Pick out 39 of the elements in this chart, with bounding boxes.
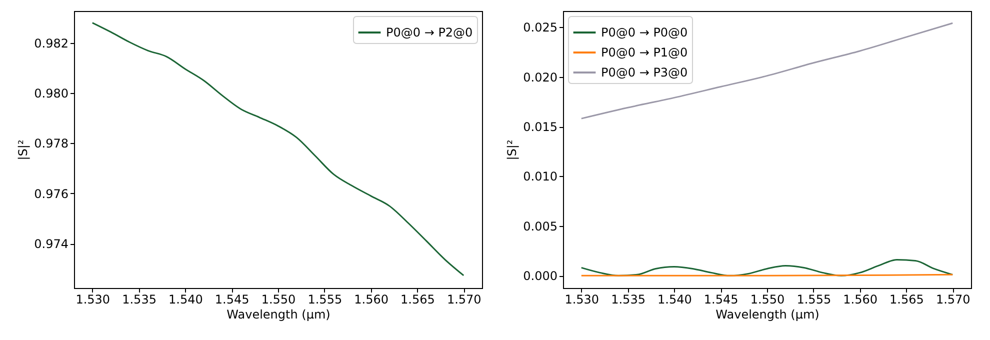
y-axis-title: |S|² bbox=[505, 140, 520, 160]
legend-label: P0@0 → P2@0 bbox=[386, 26, 473, 40]
y-tick-label: 0.015 bbox=[523, 120, 558, 134]
x-tick-label: 1.555 bbox=[796, 292, 832, 306]
x-tick-label: 1.535 bbox=[611, 292, 646, 306]
x-tick-label: 1.560 bbox=[843, 292, 878, 306]
x-tick-label: 1.565 bbox=[890, 292, 924, 306]
legend-label: P0@0 → P1@0 bbox=[601, 46, 688, 60]
y-tick-label: 0.980 bbox=[34, 86, 68, 101]
x-tick-label: 1.565 bbox=[400, 292, 435, 306]
x-tick-label: 1.550 bbox=[750, 292, 785, 306]
x-tick-label: 1.570 bbox=[936, 292, 970, 306]
x-tick-label: 1.540 bbox=[168, 292, 203, 306]
y-tick-label: 0.025 bbox=[523, 20, 558, 35]
x-axis-title: Wavelength (µm) bbox=[716, 308, 820, 322]
x-tick-label: 1.545 bbox=[214, 292, 250, 306]
x-tick-label: 1.560 bbox=[354, 292, 388, 306]
x-axis-title: Wavelength (µm) bbox=[226, 308, 330, 322]
x-tick-label: 1.540 bbox=[658, 292, 692, 306]
x-tick-label: 1.570 bbox=[446, 292, 482, 306]
x-tick-label: 1.530 bbox=[76, 292, 110, 306]
x-tick-label: 1.550 bbox=[261, 292, 296, 306]
line-series bbox=[580, 259, 954, 276]
line-series bbox=[580, 22, 954, 120]
legend-label: P0@0 → P3@0 bbox=[601, 66, 688, 80]
y-tick-label: 0.010 bbox=[523, 170, 558, 184]
y-tick-label: 0.976 bbox=[34, 186, 68, 201]
y-tick-label: 0.982 bbox=[34, 36, 68, 50]
y-tick-label: 0.020 bbox=[523, 70, 558, 84]
legend-label: P0@0 → P0@0 bbox=[601, 26, 688, 40]
x-tick-label: 1.555 bbox=[308, 292, 342, 306]
x-tick-label: 1.530 bbox=[564, 292, 600, 306]
y-tick-label: 0.974 bbox=[34, 237, 68, 252]
x-tick-label: 1.535 bbox=[122, 292, 156, 306]
y-tick-label: 0.005 bbox=[523, 219, 558, 234]
y-tick-label: 0.000 bbox=[523, 269, 558, 284]
x-tick-label: 1.545 bbox=[704, 292, 738, 306]
y-axis-title: |S|² bbox=[16, 140, 30, 160]
y-tick-label: 0.978 bbox=[34, 136, 68, 151]
